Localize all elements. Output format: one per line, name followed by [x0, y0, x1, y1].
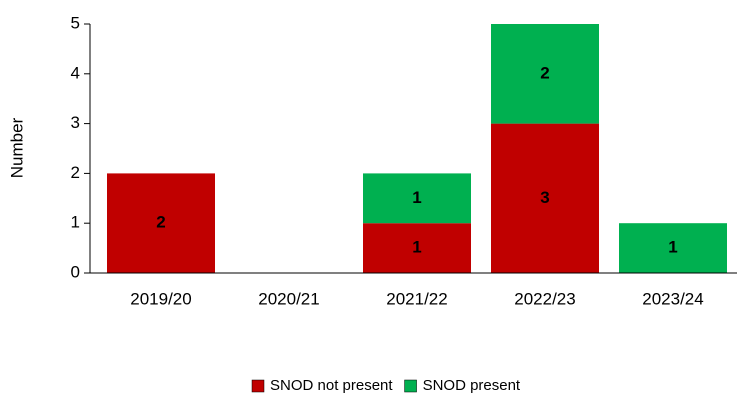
legend-swatch [251, 379, 265, 393]
y-tick-label: 2 [71, 163, 80, 182]
bar-segment [619, 223, 727, 273]
x-tick-label: 2019/20 [130, 289, 191, 308]
x-tick-label: 2022/23 [514, 289, 575, 308]
value-label: 1 [412, 188, 421, 207]
value-label: 2 [156, 213, 165, 232]
x-tick-label: 2021/22 [386, 289, 447, 308]
x-tick-label: 2020/21 [258, 289, 319, 308]
y-tick-label: 5 [71, 13, 80, 32]
bar-segment [491, 24, 599, 124]
y-tick-label: 3 [71, 113, 80, 132]
y-tick-label: 4 [71, 63, 80, 82]
legend-label: SNOD not present [270, 377, 393, 394]
value-label: 1 [412, 238, 421, 257]
value-label: 2 [540, 63, 549, 82]
y-tick-label: 0 [71, 262, 80, 281]
bar-segment [107, 173, 215, 273]
bar-segment [363, 173, 471, 224]
y-axis-label: Number [7, 117, 26, 178]
value-label: 3 [540, 188, 549, 207]
bar-segment [363, 223, 471, 273]
bar-segment [491, 123, 599, 273]
y-tick-label: 1 [71, 213, 80, 232]
x-tick-label: 2023/24 [642, 289, 703, 308]
legend-swatch [404, 379, 417, 393]
value-label: 1 [668, 238, 677, 257]
legend-label: SNOD present [423, 377, 521, 394]
